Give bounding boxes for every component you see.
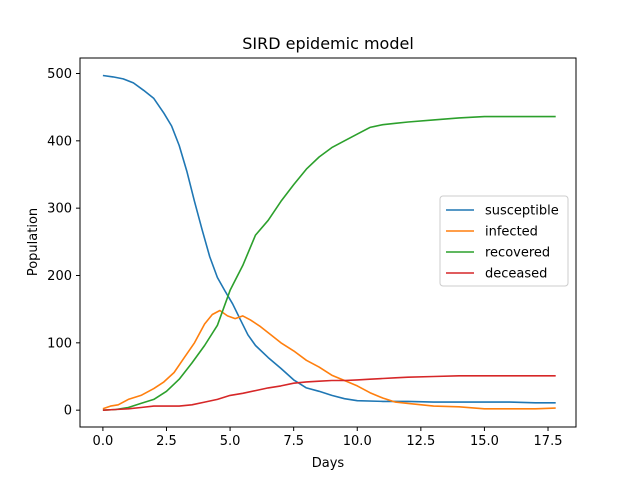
x-tick-label: 5.0 bbox=[220, 434, 241, 449]
series-line-susceptible bbox=[102, 74, 556, 404]
series-line-infected bbox=[102, 309, 556, 410]
x-tick-label: 0.0 bbox=[93, 434, 114, 449]
legend-label-susceptible: susceptible bbox=[485, 204, 559, 219]
y-tick-label: 400 bbox=[47, 134, 72, 149]
y-tick-label: 100 bbox=[47, 336, 72, 351]
x-axis-label: Days bbox=[312, 456, 345, 471]
x-tick-label: 2.5 bbox=[156, 434, 177, 449]
legend-box bbox=[439, 195, 569, 287]
axes-frame bbox=[79, 57, 577, 428]
x-tick-label: 15.0 bbox=[470, 434, 499, 449]
legend-label-infected: infected bbox=[485, 225, 538, 240]
series-line-deceased bbox=[102, 375, 556, 411]
legend: susceptible infected recovered deceased bbox=[439, 195, 569, 287]
y-axis-label: Population bbox=[26, 208, 41, 276]
y-tick-label: 500 bbox=[47, 67, 72, 82]
x-tick-label: 10.0 bbox=[343, 434, 372, 449]
x-tick-label: 7.5 bbox=[283, 434, 304, 449]
x-tick-label: 12.5 bbox=[406, 434, 435, 449]
y-tick-label: 300 bbox=[47, 202, 72, 217]
chart-title: SIRD epidemic model bbox=[242, 34, 414, 53]
legend-label-recovered: recovered bbox=[485, 246, 550, 261]
x-tick-label: 17.5 bbox=[534, 434, 563, 449]
y-tick-label: 200 bbox=[47, 269, 72, 284]
legend-label-deceased: deceased bbox=[485, 267, 547, 282]
plot-area bbox=[102, 74, 556, 411]
x-axis-ticks: 0.0 2.5 5.0 7.5 10.0 12.5 15.0 17.5 bbox=[93, 427, 563, 449]
y-tick-label: 0 bbox=[64, 404, 72, 419]
series-line-recovered bbox=[102, 115, 556, 411]
y-axis-ticks: 0 100 200 300 400 500 bbox=[47, 67, 80, 419]
